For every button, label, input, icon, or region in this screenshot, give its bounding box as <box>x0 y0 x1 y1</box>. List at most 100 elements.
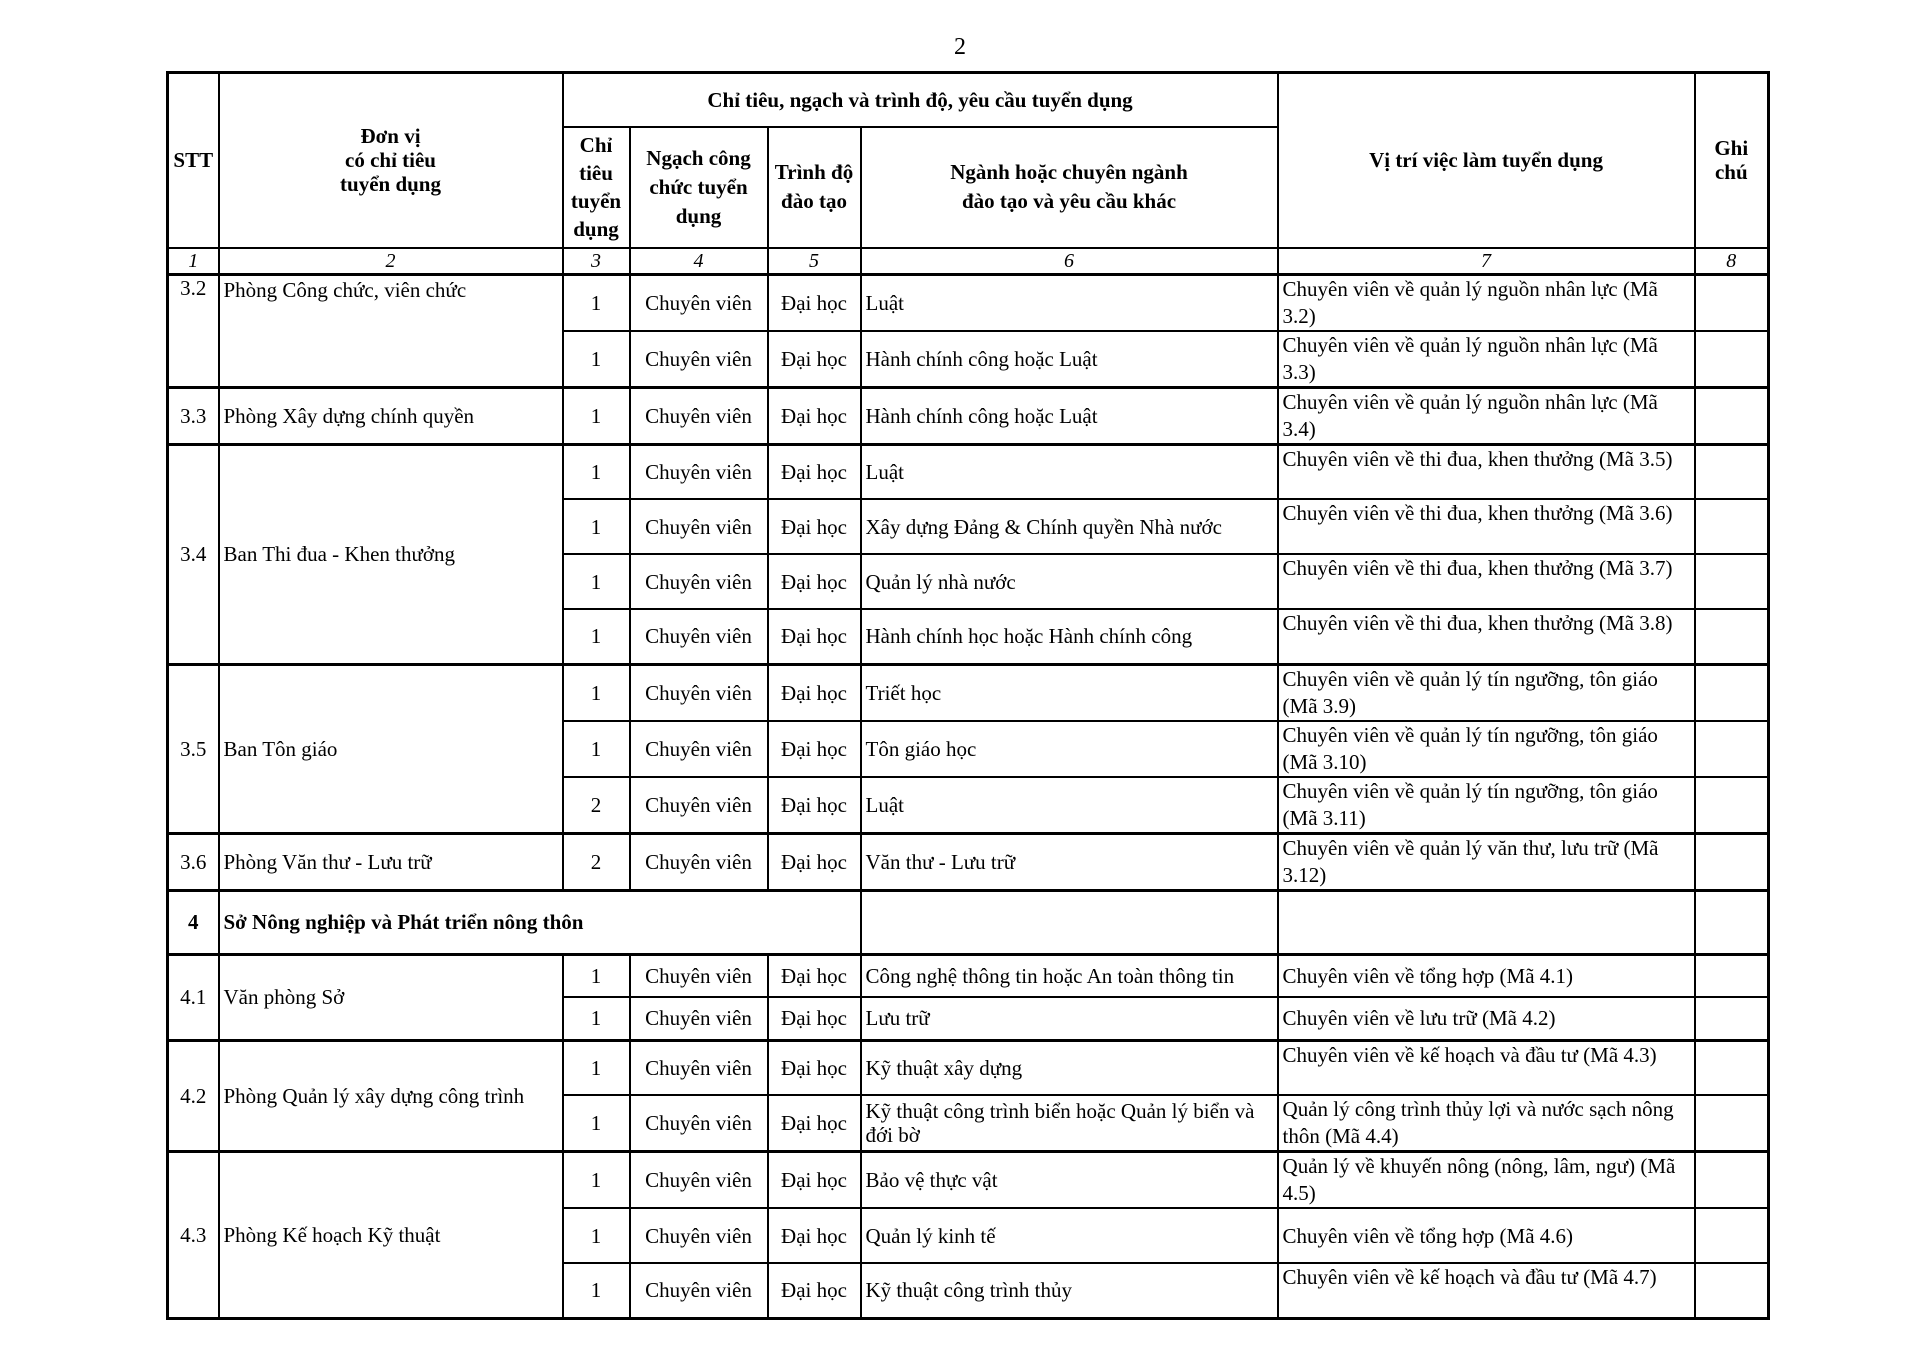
note-cell <box>1693 608 1770 665</box>
quota-cell: 1 <box>561 608 631 665</box>
position-cell: Chuyên viên về thi đua, khen thưởng (Mã … <box>1276 442 1696 500</box>
note-cell <box>1693 385 1770 445</box>
position-cell: Chuyên viên về thi đua, khen thưởng (Mã … <box>1276 553 1696 610</box>
quota-cell: 1 <box>561 553 631 610</box>
note-cell <box>1693 442 1770 500</box>
header-major: Ngành hoặc chuyên ngành đào tạo và yêu c… <box>859 125 1279 249</box>
table-row: 4.3 Phòng Kế hoạch Kỹ thuật 1 Chuyên viên Đạ… <box>166 1150 1770 1319</box>
table-row: 1 Chuyên viên Đại học Kỹ thuật công trình b… <box>168 1094 1770 1153</box>
section-row: 4 Sở Nông nghiệp và Phát triển nông thôn <box>166 888 1770 955</box>
level-cell: Đại học <box>766 1038 862 1096</box>
header-note-line: chú <box>1714 160 1748 185</box>
quota-cell: 1 <box>561 719 631 778</box>
major-cell: Luật <box>859 272 1279 332</box>
position-cell: Chuyên viên về thi đua, khen thưởng (Mã … <box>1276 498 1696 555</box>
table-row: 1 Chuyên viên Đại học Tôn giáo học Chuyên vi… <box>168 719 1770 778</box>
note-cell <box>1693 1262 1770 1319</box>
position-cell: Chuyên viên về quản lý nguồn nhân lực (M… <box>1276 329 1696 388</box>
unit-name: Phòng Kế hoạch Kỹ thuật <box>217 1150 564 1319</box>
rank-cell: Chuyên viên <box>628 1207 769 1264</box>
unit-name: Ban Tôn giáo <box>217 662 564 834</box>
major-cell: Quản lý nhà nước <box>859 553 1279 610</box>
major-cell: Xây dựng Đảng & Chính quyền Nhà nước <box>859 498 1279 555</box>
rank-cell: Chuyên viên <box>628 952 769 998</box>
position-cell: Chuyên viên về kế hoạch và đầu tư (Mã 4.… <box>1276 1262 1696 1319</box>
table-row: 1 Chuyên viên Đại học Quản lý nhà nước Chuyê… <box>168 553 1770 610</box>
level-cell: Đại học <box>766 329 862 388</box>
rank-cell: Chuyên viên <box>628 385 769 445</box>
table-row: 3.5 Ban Tôn giáo 1 Chuyên viên Đại học Triết … <box>166 662 1770 834</box>
header-note-line: Ghi <box>1714 136 1749 161</box>
note-cell <box>1693 952 1770 998</box>
unit-stt: 4.2 <box>166 1038 220 1153</box>
position-cell: Chuyên viên về quản lý tín ngưỡng, tôn g… <box>1276 719 1696 778</box>
major-cell: Công nghệ thông tin hoặc An toàn thông t… <box>859 952 1279 998</box>
page-number: 2 <box>954 34 966 60</box>
column-number: 5 <box>766 246 862 275</box>
quota-cell: 1 <box>561 952 631 998</box>
position-cell: Chuyên viên về quản lý tín ngưỡng, tôn g… <box>1276 775 1696 834</box>
rank-cell: Chuyên viên <box>628 608 769 665</box>
column-number: 4 <box>628 246 769 275</box>
level-cell: Đại học <box>766 831 862 891</box>
column-number: 8 <box>1693 246 1770 275</box>
header-position: Vị trí việc làm tuyển dụng <box>1276 71 1696 249</box>
major-cell: Luật <box>859 775 1279 834</box>
level-cell: Đại học <box>766 385 862 445</box>
rank-cell: Chuyên viên <box>628 996 769 1041</box>
recruitment-table: STT Đơn vị có chỉ tiêu tuyển dụng Chỉ ti… <box>166 71 1771 1320</box>
level-cell: Đại học <box>766 1262 862 1319</box>
note-cell <box>1693 831 1770 891</box>
quota-cell: 1 <box>561 385 631 445</box>
major-cell: Hành chính công hoặc Luật <box>859 329 1279 388</box>
quota-cell: 1 <box>561 1150 631 1209</box>
header-quota-line: Chỉ <box>579 133 613 157</box>
major-cell: Tôn giáo học <box>859 719 1279 778</box>
level-cell: Đại học <box>766 996 862 1041</box>
note-cell <box>1693 1207 1770 1264</box>
header-unit-line: Đơn vị <box>360 124 421 149</box>
table-row: 4.2 Phòng Quản lý xây dựng công trình 1 Chu… <box>166 1038 1770 1153</box>
note-cell <box>1693 775 1770 834</box>
section-empty-note <box>1693 888 1770 955</box>
unit-name: Phòng Công chức, viên chức <box>217 272 564 388</box>
column-number: 3 <box>561 246 631 275</box>
header-unit-line: tuyển dụng <box>340 172 441 197</box>
table-row: 1 Chuyên viên Đại học Lưu trữ Chuyên viên về… <box>168 996 1770 1041</box>
table-row: 4.1 Văn phòng Sở 1 Chuyên viên Đại học Công n… <box>166 952 1770 1041</box>
rank-cell: Chuyên viên <box>628 1150 769 1209</box>
unit-name: Văn phòng Sở <box>217 952 564 1041</box>
quota-cell: 1 <box>561 498 631 555</box>
column-number-row: 1 2 3 4 5 6 7 8 <box>166 246 1770 275</box>
position-cell: Chuyên viên về quản lý tín ngưỡng, tôn g… <box>1276 662 1696 722</box>
level-cell: Đại học <box>766 662 862 722</box>
note-cell <box>1693 272 1770 332</box>
header-level-line: đào tạo <box>781 189 847 213</box>
position-cell: Chuyên viên về quản lý nguồn nhân lực (M… <box>1276 272 1696 332</box>
major-cell: Kỹ thuật công trình thủy <box>859 1262 1279 1319</box>
column-number: 2 <box>217 246 564 275</box>
position-cell: Chuyên viên về kế hoạch và đầu tư (Mã 4.… <box>1276 1038 1696 1096</box>
level-cell: Đại học <box>766 272 862 332</box>
column-number: 6 <box>859 246 1279 275</box>
unit-name: Phòng Xây dựng chính quyền <box>217 385 564 445</box>
level-cell: Đại học <box>766 775 862 834</box>
position-cell: Chuyên viên về quản lý nguồn nhân lực (M… <box>1276 385 1696 445</box>
position-cell: Chuyên viên về tổng hợp (Mã 4.6) <box>1276 1207 1696 1264</box>
header-level: Trình độ đào tạo <box>766 125 862 249</box>
header-quota-line: tuyển <box>570 189 622 213</box>
level-cell: Đại học <box>766 1094 862 1153</box>
position-cell: Chuyên viên về tổng hợp (Mã 4.1) <box>1276 952 1696 998</box>
section-empty-major <box>859 888 1279 955</box>
header-rank: Ngạch công chức tuyển dụng <box>628 125 769 249</box>
level-cell: Đại học <box>766 608 862 665</box>
major-cell: Văn thư - Lưu trữ <box>859 831 1279 891</box>
header-quota-line: tiêu <box>579 161 613 185</box>
major-cell: Lưu trữ <box>859 996 1279 1041</box>
note-cell <box>1693 498 1770 555</box>
header-group: Chỉ tiêu, ngạch và trình độ, yêu cầu tuy… <box>561 71 1279 128</box>
note-cell <box>1693 329 1770 388</box>
note-cell <box>1693 1150 1770 1209</box>
unit-stt: 3.5 <box>166 662 220 834</box>
header-unit: Đơn vị có chỉ tiêu tuyển dụng <box>217 71 564 249</box>
